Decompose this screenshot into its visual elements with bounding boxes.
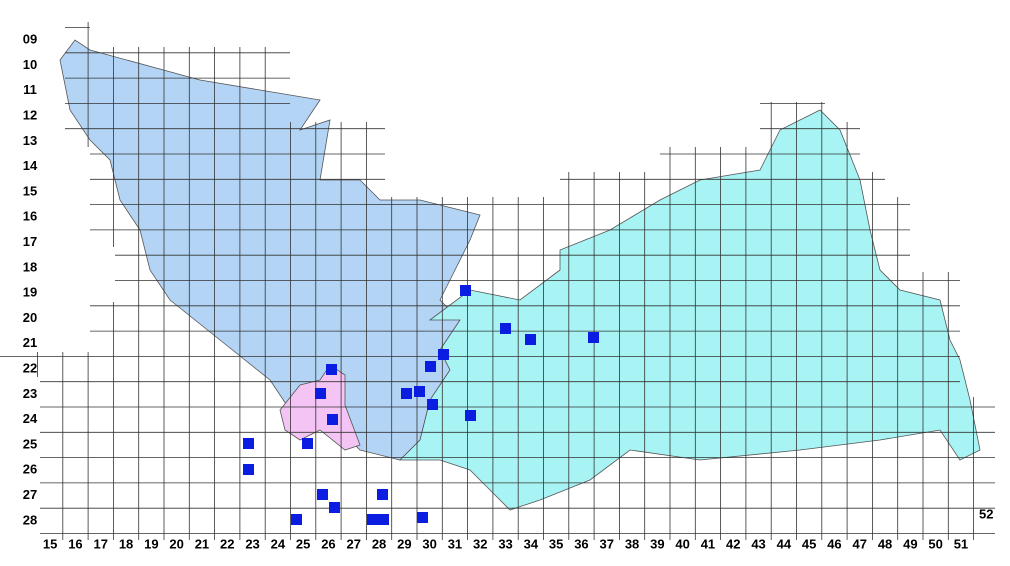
occurrence <box>401 388 412 399</box>
column-label: 47 <box>853 536 867 551</box>
column-label: 16 <box>68 536 82 551</box>
column-label: 25 <box>296 536 310 551</box>
column-label: 24 <box>271 536 286 551</box>
occurrence <box>378 514 389 525</box>
region-mecklenburg <box>399 109 981 511</box>
column-label: 32 <box>473 536 487 551</box>
occurrences <box>243 285 599 525</box>
column-label: 45 <box>802 536 816 551</box>
occurrence <box>317 489 328 500</box>
column-label: 22 <box>220 536 234 551</box>
occurrence <box>367 514 378 525</box>
column-label: 31 <box>448 536 462 551</box>
row-label: 11 <box>23 82 37 97</box>
column-label: 46 <box>827 536 841 551</box>
column-label: 26 <box>321 536 335 551</box>
row-label: 09 <box>23 32 37 47</box>
row-label: 13 <box>23 133 37 148</box>
occurrence <box>377 489 388 500</box>
column-label: 36 <box>574 536 588 551</box>
row-label: 15 <box>23 183 37 198</box>
occurrence <box>525 334 536 345</box>
column-label: 42 <box>726 536 740 551</box>
column-label: 27 <box>347 536 361 551</box>
occurrence <box>302 438 313 449</box>
row-label: 10 <box>23 57 37 72</box>
column-label: 52 <box>979 506 993 521</box>
row-label: 24 <box>23 411 38 426</box>
row-label: 25 <box>23 436 37 451</box>
occurrence <box>417 512 428 523</box>
column-label: 21 <box>195 536 209 551</box>
row-label: 27 <box>23 487 37 502</box>
occurrence <box>588 332 599 343</box>
column-label: 40 <box>675 536 689 551</box>
column-label: 44 <box>777 536 792 551</box>
occurrence <box>243 464 254 475</box>
row-label: 17 <box>23 234 37 249</box>
occurrence <box>465 410 476 421</box>
column-label: 34 <box>524 536 539 551</box>
row-label: 19 <box>23 285 37 300</box>
row-label: 12 <box>23 107 37 122</box>
column-label: 20 <box>169 536 183 551</box>
occurrence <box>414 386 425 397</box>
occurrence <box>327 414 338 425</box>
column-label: 51 <box>954 536 968 551</box>
row-label: 22 <box>23 360 37 375</box>
column-label: 29 <box>397 536 411 551</box>
occurrence <box>243 438 254 449</box>
occurrence <box>438 349 449 360</box>
labels: 09 10 11 12 13 14 15 16 17 18 19 20 21 22 23 24 25 26 27 28… <box>23 32 994 552</box>
row-label: 16 <box>23 209 37 224</box>
row-label: 28 <box>23 512 37 527</box>
occurrence <box>326 364 337 375</box>
column-label: 23 <box>245 536 259 551</box>
column-label: 19 <box>144 536 158 551</box>
occurrence <box>315 388 326 399</box>
column-label: 17 <box>94 536 108 551</box>
column-label: 30 <box>422 536 436 551</box>
row-label: 14 <box>23 158 38 173</box>
column-label: 49 <box>903 536 917 551</box>
region-hamburg <box>279 364 361 451</box>
occurrence <box>460 285 471 296</box>
column-label: 50 <box>928 536 942 551</box>
column-label: 28 <box>372 536 386 551</box>
row-label: 20 <box>23 310 37 325</box>
occurrence <box>291 514 302 525</box>
column-label: 43 <box>751 536 765 551</box>
column-label: 18 <box>119 536 133 551</box>
column-label: 38 <box>625 536 639 551</box>
column-label: 39 <box>650 536 664 551</box>
row-label: 18 <box>23 259 37 274</box>
occurrence <box>427 399 438 410</box>
row-label: 26 <box>23 462 37 477</box>
row-label: 21 <box>23 335 37 350</box>
column-label: 15 <box>43 536 57 551</box>
column-label: 48 <box>878 536 892 551</box>
occurrence <box>500 323 511 334</box>
column-label: 41 <box>701 536 715 551</box>
column-label: 35 <box>549 536 563 551</box>
column-label: 37 <box>600 536 614 551</box>
occurrence <box>329 502 340 513</box>
column-label: 33 <box>498 536 512 551</box>
row-label: 23 <box>23 386 37 401</box>
occurrence <box>425 361 436 372</box>
